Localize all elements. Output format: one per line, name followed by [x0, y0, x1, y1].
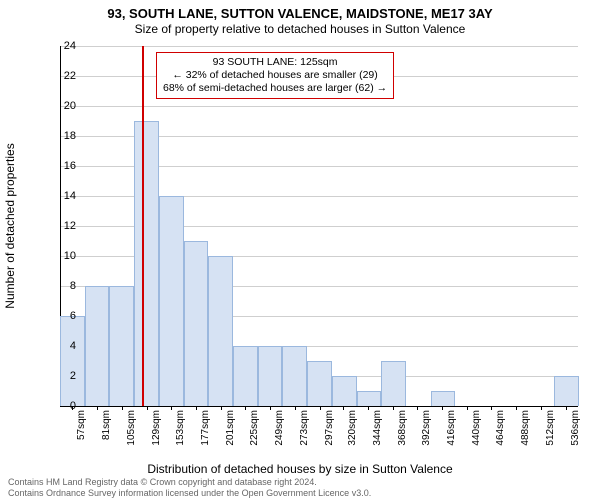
- y-tick-label: 24: [46, 40, 76, 52]
- histogram-bar: [332, 376, 357, 406]
- grid-line: [60, 106, 578, 107]
- y-tick-label: 16: [46, 160, 76, 172]
- histogram-bar: [357, 391, 382, 406]
- x-tick-mark: [467, 406, 468, 410]
- x-tick-label: 320sqm: [347, 410, 358, 446]
- x-tick-mark: [320, 406, 321, 410]
- y-tick-label: 12: [46, 220, 76, 232]
- x-tick-label: 297sqm: [324, 410, 335, 446]
- y-tick-label: 4: [46, 340, 76, 352]
- x-tick-label: 440sqm: [471, 410, 482, 446]
- footer-attribution: Contains HM Land Registry data © Crown c…: [8, 477, 371, 498]
- x-tick-mark: [245, 406, 246, 410]
- callout-line: ← 32% of detached houses are smaller (29…: [163, 69, 387, 82]
- histogram-bar: [554, 376, 579, 406]
- callout-line: 68% of semi-detached houses are larger (…: [163, 82, 387, 95]
- x-tick-mark: [295, 406, 296, 410]
- callout-line: 93 SOUTH LANE: 125sqm: [163, 56, 387, 69]
- x-tick-mark: [171, 406, 172, 410]
- x-tick-mark: [196, 406, 197, 410]
- histogram-bar: [381, 361, 406, 406]
- x-tick-mark: [491, 406, 492, 410]
- x-tick-label: 392sqm: [421, 410, 432, 446]
- x-tick-mark: [442, 406, 443, 410]
- y-tick-label: 10: [46, 250, 76, 262]
- x-tick-mark: [270, 406, 271, 410]
- x-tick-mark: [97, 406, 98, 410]
- x-tick-mark: [516, 406, 517, 410]
- x-tick-mark: [221, 406, 222, 410]
- x-tick-mark: [147, 406, 148, 410]
- histogram-bar: [258, 346, 283, 406]
- x-tick-label: 273sqm: [299, 410, 310, 446]
- footer-line-2: Contains Ordnance Survey information lic…: [8, 488, 371, 498]
- histogram-bar: [134, 121, 159, 406]
- page-title: 93, SOUTH LANE, SUTTON VALENCE, MAIDSTON…: [0, 0, 600, 21]
- x-tick-label: 464sqm: [495, 410, 506, 446]
- histogram-bar: [159, 196, 184, 406]
- x-tick-label: 57sqm: [76, 410, 87, 440]
- x-tick-label: 488sqm: [520, 410, 531, 446]
- x-tick-mark: [541, 406, 542, 410]
- x-tick-label: 344sqm: [372, 410, 383, 446]
- histogram-bar: [233, 346, 258, 406]
- marker-line: [142, 46, 144, 406]
- y-tick-label: 18: [46, 130, 76, 142]
- histogram-bar: [60, 316, 85, 406]
- y-axis-label: Number of detached properties: [3, 143, 17, 308]
- chart-plot-area: 93 SOUTH LANE: 125sqm← 32% of detached h…: [60, 46, 578, 406]
- x-tick-label: 153sqm: [175, 410, 186, 446]
- y-tick-label: 22: [46, 70, 76, 82]
- x-tick-label: 201sqm: [225, 410, 236, 446]
- x-tick-label: 249sqm: [274, 410, 285, 446]
- x-tick-label: 177sqm: [200, 410, 211, 446]
- x-axis-label: Distribution of detached houses by size …: [0, 462, 600, 476]
- x-tick-label: 512sqm: [545, 410, 556, 446]
- y-tick-label: 6: [46, 310, 76, 322]
- y-tick-label: 8: [46, 280, 76, 292]
- y-tick-label: 2: [46, 370, 76, 382]
- x-tick-label: 368sqm: [397, 410, 408, 446]
- x-tick-mark: [368, 406, 369, 410]
- x-tick-mark: [566, 406, 567, 410]
- x-tick-mark: [122, 406, 123, 410]
- grid-line: [60, 46, 578, 47]
- x-tick-label: 105sqm: [126, 410, 137, 446]
- histogram-bar: [184, 241, 209, 406]
- histogram-bar: [307, 361, 332, 406]
- x-tick-mark: [343, 406, 344, 410]
- y-tick-label: 20: [46, 100, 76, 112]
- x-tick-label: 416sqm: [446, 410, 457, 446]
- x-tick-mark: [393, 406, 394, 410]
- page-subtitle: Size of property relative to detached ho…: [0, 21, 600, 36]
- footer-line-1: Contains HM Land Registry data © Crown c…: [8, 477, 371, 487]
- histogram-bar: [431, 391, 456, 406]
- y-tick-label: 0: [46, 400, 76, 412]
- histogram-bar: [85, 286, 110, 406]
- histogram-bar: [282, 346, 307, 406]
- histogram-bar: [109, 286, 134, 406]
- x-tick-label: 81sqm: [101, 410, 112, 440]
- y-tick-label: 14: [46, 190, 76, 202]
- x-tick-label: 129sqm: [151, 410, 162, 446]
- callout-box: 93 SOUTH LANE: 125sqm← 32% of detached h…: [156, 52, 394, 99]
- x-tick-label: 225sqm: [249, 410, 260, 446]
- x-tick-label: 536sqm: [570, 410, 581, 446]
- histogram-bar: [208, 256, 233, 406]
- x-tick-mark: [417, 406, 418, 410]
